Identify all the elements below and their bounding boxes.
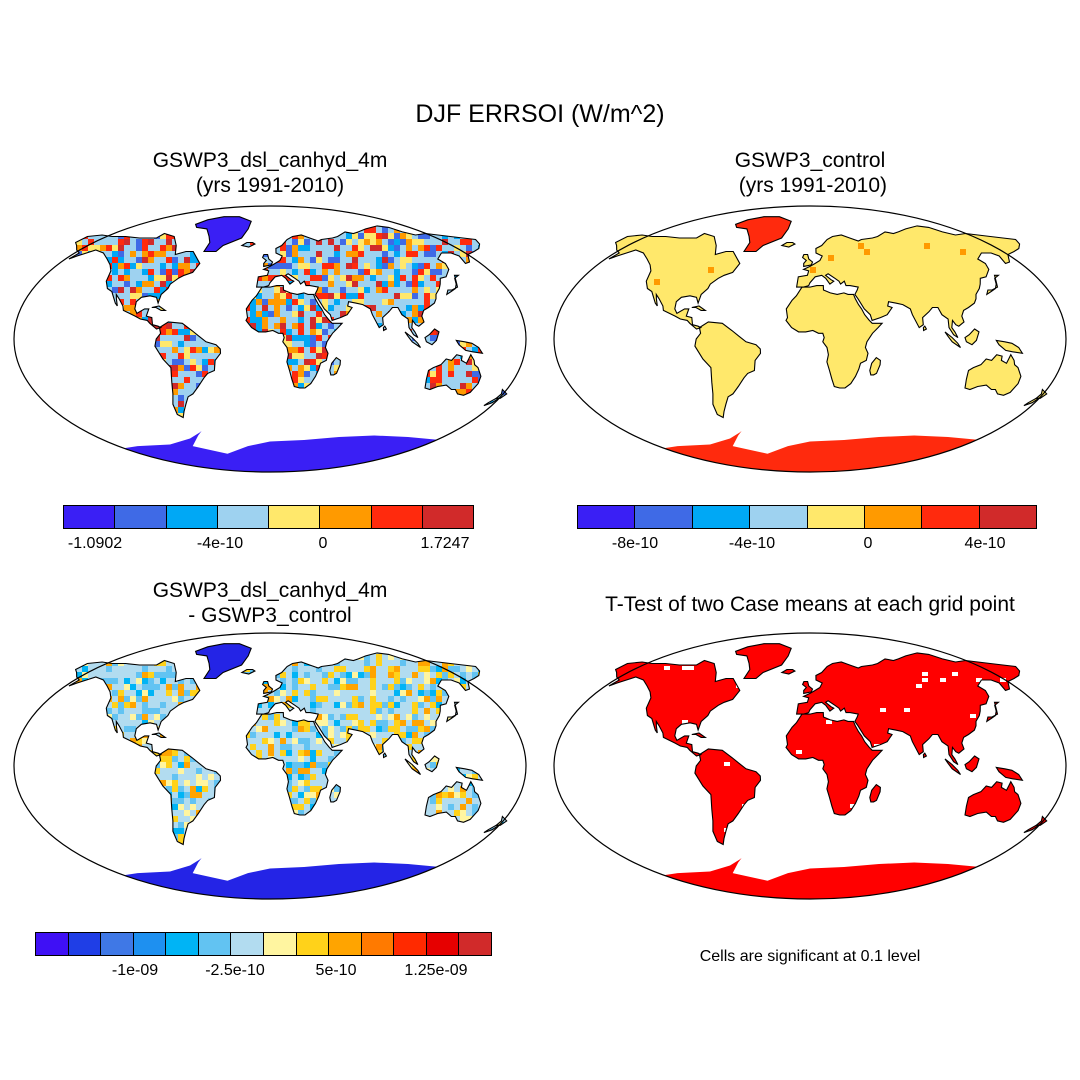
colorbar-swatch: [634, 505, 693, 529]
map-frame: [13, 205, 527, 473]
colorbar-panel3: [35, 932, 505, 956]
panel2-title: GSWP3_control (yrs 1991-2010): [560, 148, 1060, 198]
colorbar-panel2: [577, 505, 1044, 529]
panel3-title-line1: GSWP3_dsl_canhyd_4m: [152, 579, 388, 602]
colorbar-swatch: [197, 932, 232, 956]
colorbar-swatch: [295, 932, 330, 956]
colorbar3-tick-label: 1.25e-09: [404, 962, 468, 979]
panel1-title-line2: (yrs 1991-2010): [195, 174, 345, 197]
panel3-title-line2: - GSWP3_control: [188, 604, 352, 627]
colorbar-swatch: [268, 505, 321, 529]
map-panel4: [553, 632, 1067, 900]
coastlines: [608, 643, 1048, 846]
colorbar-swatch: [67, 932, 102, 956]
panel2-title-line1: GSWP3_control: [734, 149, 886, 172]
colorbar-swatch: [319, 505, 372, 529]
colorbar-swatch: [360, 932, 395, 956]
colorbar-swatch: [458, 932, 492, 956]
coastlines: [68, 216, 508, 419]
panel2-title-line2: (yrs 1991-2010): [732, 174, 888, 197]
colorbar-swatch: [370, 505, 423, 529]
greenland: [735, 216, 792, 252]
colorbar-swatch: [978, 505, 1037, 529]
colorbar-swatch: [425, 932, 460, 956]
colorbar1-tick-label: 1.7247: [420, 535, 470, 552]
colorbar3-tick-label: -2.5e-10: [205, 962, 265, 979]
colorbar-swatch: [230, 932, 264, 956]
panel1-title: GSWP3_dsl_canhyd_4m (yrs 1991-2010): [20, 148, 520, 198]
colorbar-swatch: [114, 505, 167, 529]
map-panel1: [13, 205, 527, 473]
colorbar-swatch: [35, 932, 69, 956]
colorbar-swatch: [921, 505, 980, 529]
colorbar-swatch: [806, 505, 865, 529]
map-frame: [553, 205, 1067, 473]
colorbar-swatch: [328, 932, 362, 956]
colorbar3-tick-label: -1e-09: [111, 962, 159, 979]
colorbar-swatch: [421, 505, 474, 529]
panel4-title: T-Test of two Case means at each grid po…: [540, 592, 1080, 617]
map-frame: [553, 632, 1067, 900]
colorbar2-tick-label: -4e-10: [728, 535, 776, 552]
colorbar-swatch: [863, 505, 923, 529]
colorbar2-tick-label: 4e-10: [964, 535, 1006, 552]
colorbar-swatch: [165, 932, 199, 956]
panel4-title-line1: T-Test of two Case means at each grid po…: [605, 593, 1015, 616]
map-panel3: [13, 632, 527, 900]
colorbar1-tick-label: 0: [318, 535, 328, 552]
colorbar-swatch: [691, 505, 751, 529]
greenland: [735, 643, 792, 679]
colorbar-swatch: [749, 505, 808, 529]
colorbar-swatch: [577, 505, 636, 529]
greenland: [195, 643, 252, 679]
colorbar-swatch: [393, 932, 427, 956]
colorbar-swatch: [216, 505, 269, 529]
colorbar2-tick-label: -8e-10: [611, 535, 659, 552]
colorbar-swatch: [132, 932, 167, 956]
greenland: [195, 216, 252, 252]
panel1-title-line1: GSWP3_dsl_canhyd_4m: [152, 149, 388, 172]
colorbar-swatch: [63, 505, 116, 529]
colorbar-swatch: [165, 505, 218, 529]
colorbar-panel1: [63, 505, 481, 529]
colorbar-swatch: [100, 932, 134, 956]
figure-title: DJF ERRSOI (W/m^2): [415, 100, 665, 128]
colorbar2-tick-label: 0: [863, 535, 873, 552]
map-panel2: [553, 205, 1067, 473]
significance-note: Cells are significant at 0.1 level: [699, 948, 921, 965]
colorbar3-tick-label: 5e-10: [315, 962, 357, 979]
panel3-title: GSWP3_dsl_canhyd_4m - GSWP3_control: [20, 578, 520, 628]
colorbar1-tick-label: -4e-10: [196, 535, 244, 552]
coastlines: [68, 643, 508, 846]
map-frame: [13, 632, 527, 900]
coastlines: [608, 216, 1048, 419]
colorbar-swatch: [262, 932, 297, 956]
colorbar1-tick-label: -1.0902: [67, 535, 123, 552]
